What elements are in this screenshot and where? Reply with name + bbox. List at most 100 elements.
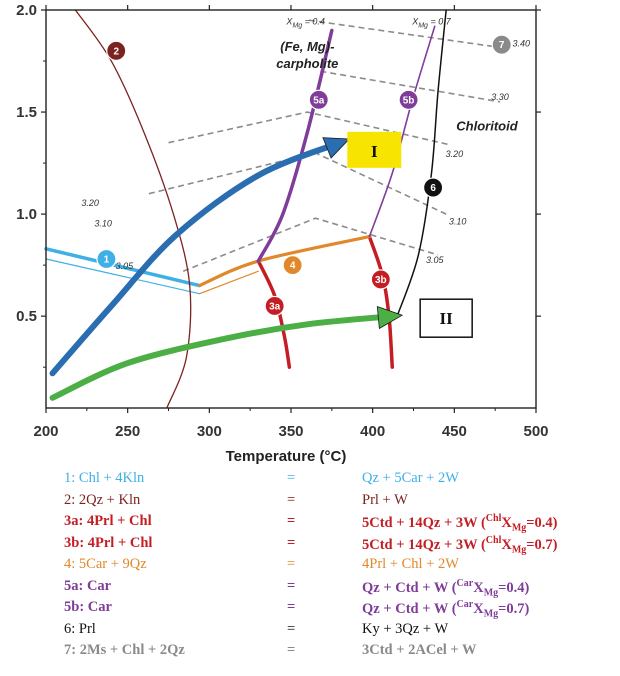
equals-sign: = — [287, 620, 296, 637]
equals-sign: = — [287, 513, 296, 529]
reaction-badge — [264, 295, 285, 317]
reaction-reactants: 6: Prl — [64, 620, 96, 637]
reaction-badge — [96, 248, 117, 270]
x-tick-label: 500 — [523, 423, 548, 440]
equals-sign: = — [287, 534, 296, 551]
reaction-reactants: 4: 5Car + 9Qz — [64, 556, 147, 572]
reaction-badge-label: 1 — [104, 255, 110, 266]
equals-sign: = — [287, 470, 296, 486]
path-label-box — [347, 131, 402, 168]
reaction-curve-6 — [396, 9, 447, 317]
pt-paths — [49, 137, 404, 401]
reaction-products: 5Ctd + 14Qz + 3W (ChlXMg=0.4) — [362, 513, 558, 534]
isopleth-label: 3.05 — [116, 261, 135, 271]
legend-row: 3b: 4Prl + Chl = 5Ctd + 14Qz + 3W (ChlXMg=… — [0, 534, 620, 556]
reaction-curve-4b — [198, 270, 259, 295]
path-I — [49, 139, 343, 377]
equals-sign: = — [287, 599, 296, 615]
reaction-badge-label: 3a — [269, 301, 281, 312]
y-tick-label: 1.0 — [16, 206, 37, 223]
isopleth-label: 3.05 — [426, 255, 445, 265]
reaction-badge-label: 6 — [430, 183, 436, 194]
isopleth-3.05 — [182, 217, 439, 272]
x-tick-label: 300 — [197, 423, 222, 440]
axes: 200 250 300 350 400 450 500 0.5 1.0 1.5 2.0 Tempera… — [16, 2, 548, 465]
xmg-label: XMg = 0.7 — [411, 16, 452, 29]
reaction-badge-label: 7 — [499, 40, 505, 51]
y-tick-label: 2.0 — [16, 2, 37, 19]
legend-row: 6: Prl = Ky + 3Qz + W — [0, 621, 620, 641]
legend-row: 3a: 4Prl + Chl = 5Ctd + 14Qz + 3W (ChlXMg=… — [0, 513, 620, 534]
reaction-curves — [44, 9, 447, 409]
reaction-reactants: 7: 2Ms + Chl + 2Qz — [64, 642, 185, 658]
legend-row: 1: Chl + 4Kln = Qz + 5Car + 2W — [0, 470, 620, 490]
reaction-curve-1 — [44, 247, 202, 288]
legend-row: 7: 2Ms + Chl + 2Qz = 3Ctd + 2ACel + W — [0, 642, 620, 662]
isopleth-3.40 — [308, 19, 496, 48]
reaction-badge-label: 3b — [375, 275, 387, 286]
diagram-labels: 3.403.303.203.103.053.203.103.05III123a3… — [81, 16, 531, 338]
reaction-badge — [106, 40, 127, 61]
x-axis-title: Temperature (°C) — [226, 448, 347, 465]
reaction-badge — [282, 255, 303, 276]
reaction-products: 3Ctd + 2ACel + W — [362, 642, 477, 658]
reaction-curve-1b — [45, 258, 201, 295]
isopleth-3.20 — [168, 111, 450, 146]
equals-sign: = — [287, 577, 296, 594]
phase-diagram: 3.403.303.203.103.053.203.103.05III123a3… — [16, 2, 548, 465]
reaction-products: Qz + Ctd + W (CarXMg=0.4) — [362, 577, 530, 599]
reaction-products: 4Prl + Chl + 2W — [362, 556, 459, 572]
reaction-badge — [308, 89, 329, 110]
reaction-badge-label: 2 — [113, 46, 119, 57]
equals-sign: = — [287, 491, 296, 508]
reaction-badge — [370, 269, 391, 290]
reaction-reactants: 2: 2Qz + Kln — [64, 491, 141, 508]
reaction-curve-5a — [256, 28, 334, 263]
reaction-reactants: 3b: 4Prl + Chl — [64, 534, 153, 551]
equals-sign: = — [287, 642, 296, 658]
reaction-badge — [491, 34, 512, 55]
reaction-reactants: 3a: 4Prl + Chl — [64, 513, 152, 529]
equals-sign: = — [287, 556, 296, 572]
reaction-badge — [423, 177, 444, 198]
legend-row: 4: 5Car + 9Qz = 4Prl + Chl + 2W — [0, 556, 620, 576]
reaction-products: Ky + 3Qz + W — [362, 620, 449, 637]
region-label: Chloritoid — [456, 118, 518, 133]
path-label: I — [371, 142, 378, 161]
reaction-products: 5Ctd + 14Qz + 3W (ChlXMg=0.7) — [362, 534, 558, 556]
path-II — [49, 313, 396, 401]
isopleth-label: 3.10 — [94, 218, 112, 228]
xmg-label: XMg = 0.4 — [285, 16, 325, 29]
reaction-reactants: 5a: Car — [64, 577, 112, 594]
y-tick-label: 1.5 — [16, 104, 37, 121]
isopleth-3.30 — [320, 70, 501, 103]
isopleth-label: 3.20 — [446, 149, 464, 159]
reaction-products: Qz + Ctd + W (CarXMg=0.7) — [362, 599, 530, 620]
legend-row: 5a: Car = Qz + Ctd + W (CarXMg=0.4) — [0, 577, 620, 599]
isopleth-label: 3.40 — [513, 39, 531, 49]
reaction-badge-label: 5a — [313, 95, 325, 106]
y-tick-label: 0.5 — [16, 308, 37, 325]
reaction-reactants: 5b: Car — [64, 599, 112, 615]
reaction-products: Prl + W — [362, 491, 408, 508]
x-tick-label: 400 — [360, 423, 385, 440]
path-label: II — [440, 309, 454, 328]
path-I-arrowhead — [322, 137, 351, 159]
reaction-badge-label: 4 — [290, 261, 296, 272]
reaction-curve-3a — [256, 259, 292, 369]
legend-row: 5b: Car = Qz + Ctd + W (CarXMg=0.7) — [0, 599, 620, 620]
reaction-curve-3b — [367, 234, 395, 369]
reaction-badge-label: 5b — [403, 95, 415, 106]
isopleth-label: 3.20 — [81, 198, 99, 208]
region-label: (Fe, Mg)-carpholite — [276, 39, 338, 71]
reaction-products: Qz + 5Car + 2W — [362, 470, 459, 486]
reaction-badge — [398, 89, 419, 110]
path-II-arrowhead — [376, 305, 404, 330]
reaction-curve-2 — [74, 9, 192, 409]
reaction-reactants: 1: Chl + 4Kln — [64, 470, 145, 486]
x-tick-label: 350 — [278, 423, 303, 440]
x-tick-label: 200 — [33, 423, 58, 440]
path-label-box — [419, 298, 473, 338]
x-tick-label: 250 — [115, 423, 140, 440]
isopleth-label: 3.30 — [491, 92, 509, 102]
